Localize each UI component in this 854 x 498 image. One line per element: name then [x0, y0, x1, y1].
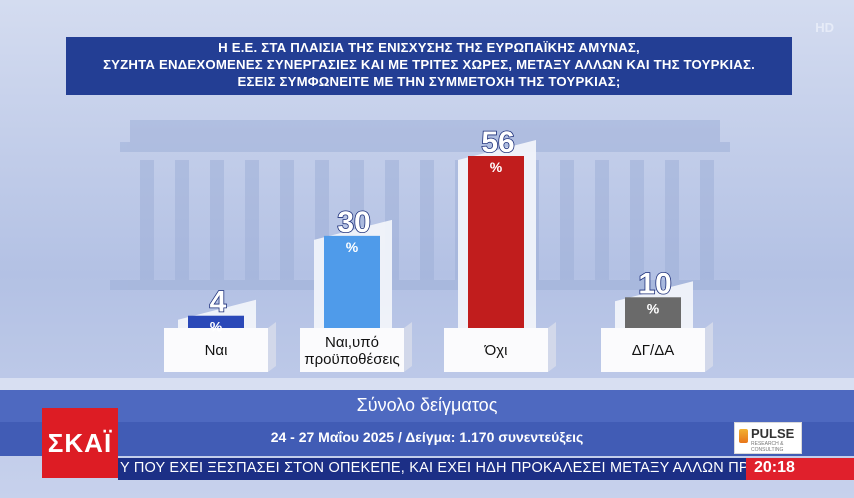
bar: [468, 156, 524, 328]
unit-label: %: [647, 300, 660, 316]
unit-label: %: [490, 159, 503, 175]
category-label: Ναι: [205, 342, 228, 359]
sample-bar: Σύνολο δείγματος: [0, 390, 854, 422]
ticker-text: Υ ΠΟΥ ΕΧΕΙ ΞΕΣΠΑΣΕΙ ΣΤΟΝ ΟΠΕΚΕΠΕ, ΚΑΙ ΕΧ…: [120, 460, 746, 476]
bar: [625, 297, 681, 328]
question-line: ΕΣΕΙΣ ΣΥΜΦΩΝΕΙΤΕ ΜΕ ΤΗΝ ΣΥΜΜΕΤΟΧΗ ΤΗΣ ΤΟ…: [237, 74, 621, 89]
category-plinth: [164, 328, 268, 372]
category-label: Ναι,υπό: [325, 334, 379, 351]
value-label: 30: [337, 206, 370, 239]
dates-bar: 24 - 27 Μαΐου 2025 / Δείγμα: 1.170 συνεν…: [0, 422, 854, 456]
news-ticker: Υ ΠΟΥ ΕΧΕΙ ΞΕΣΠΑΣΕΙ ΣΤΟΝ ΟΠΕΚΕΠΕ, ΚΑΙ ΕΧ…: [118, 458, 746, 480]
clock-time: 20:18: [754, 459, 795, 476]
plinth-side: [404, 322, 412, 372]
category-label: Όχι: [484, 342, 508, 359]
category-plinth: [601, 328, 705, 372]
question-banner: Η Ε.Ε. ΣΤΑ ΠΛΑΙΣΙΑ ΤΗΣ ΕΝΙΣΧΥΣΗΣ ΤΗΣ ΕΥΡ…: [66, 37, 792, 95]
category-plinth: [300, 328, 404, 372]
bar-group: 4% Ναι: [164, 285, 276, 372]
plinth-side: [268, 322, 276, 372]
unit-label: %: [346, 239, 359, 255]
value-label: 4: [210, 286, 227, 319]
hd-badge: HD: [815, 20, 834, 35]
sample-label: Σύνολο δείγματος: [356, 395, 498, 415]
plinth-side: [548, 322, 556, 372]
survey-dates: 24 - 27 Μαΐου 2025 / Δείγμα: 1.170 συνεν…: [270, 429, 584, 445]
skai-logo: ΣΚΑΪ: [42, 408, 118, 478]
bar-group: 56% Όχι: [444, 125, 556, 372]
bar: [188, 315, 244, 328]
pulse-logo: PULSE RESEARCH & CONSULTING: [734, 422, 802, 454]
clock: 20:18: [746, 458, 854, 480]
category-label: ΔΓ/ΔΑ: [632, 342, 674, 359]
value-label: 56: [481, 126, 514, 159]
category-label: προϋποθέσεις: [304, 351, 399, 368]
plinth-side: [705, 322, 713, 372]
pollster-name: PULSE: [751, 426, 795, 441]
bar-group: 10% ΔΓ/ΔΑ: [601, 266, 713, 372]
unit-label: %: [210, 319, 223, 335]
pulse-mark-icon: [739, 429, 748, 443]
value-label: 10: [638, 267, 671, 300]
bar: [324, 235, 380, 328]
pollster-subtitle: RESEARCH & CONSULTING: [751, 441, 784, 453]
question-line: ΣΥΖΗΤΑ ΕΝΔΕΧΟΜΕΝΕΣ ΣΥΝΕΡΓΑΣΙΕΣ ΚΑΙ ΜΕ ΤΡ…: [103, 57, 755, 72]
logo-text: ΣΚΑΪ: [47, 428, 113, 458]
category-plinth: [444, 328, 548, 372]
question-line: Η Ε.Ε. ΣΤΑ ΠΛΑΙΣΙΑ ΤΗΣ ΕΝΙΣΧΥΣΗΣ ΤΗΣ ΕΥΡ…: [218, 40, 640, 55]
